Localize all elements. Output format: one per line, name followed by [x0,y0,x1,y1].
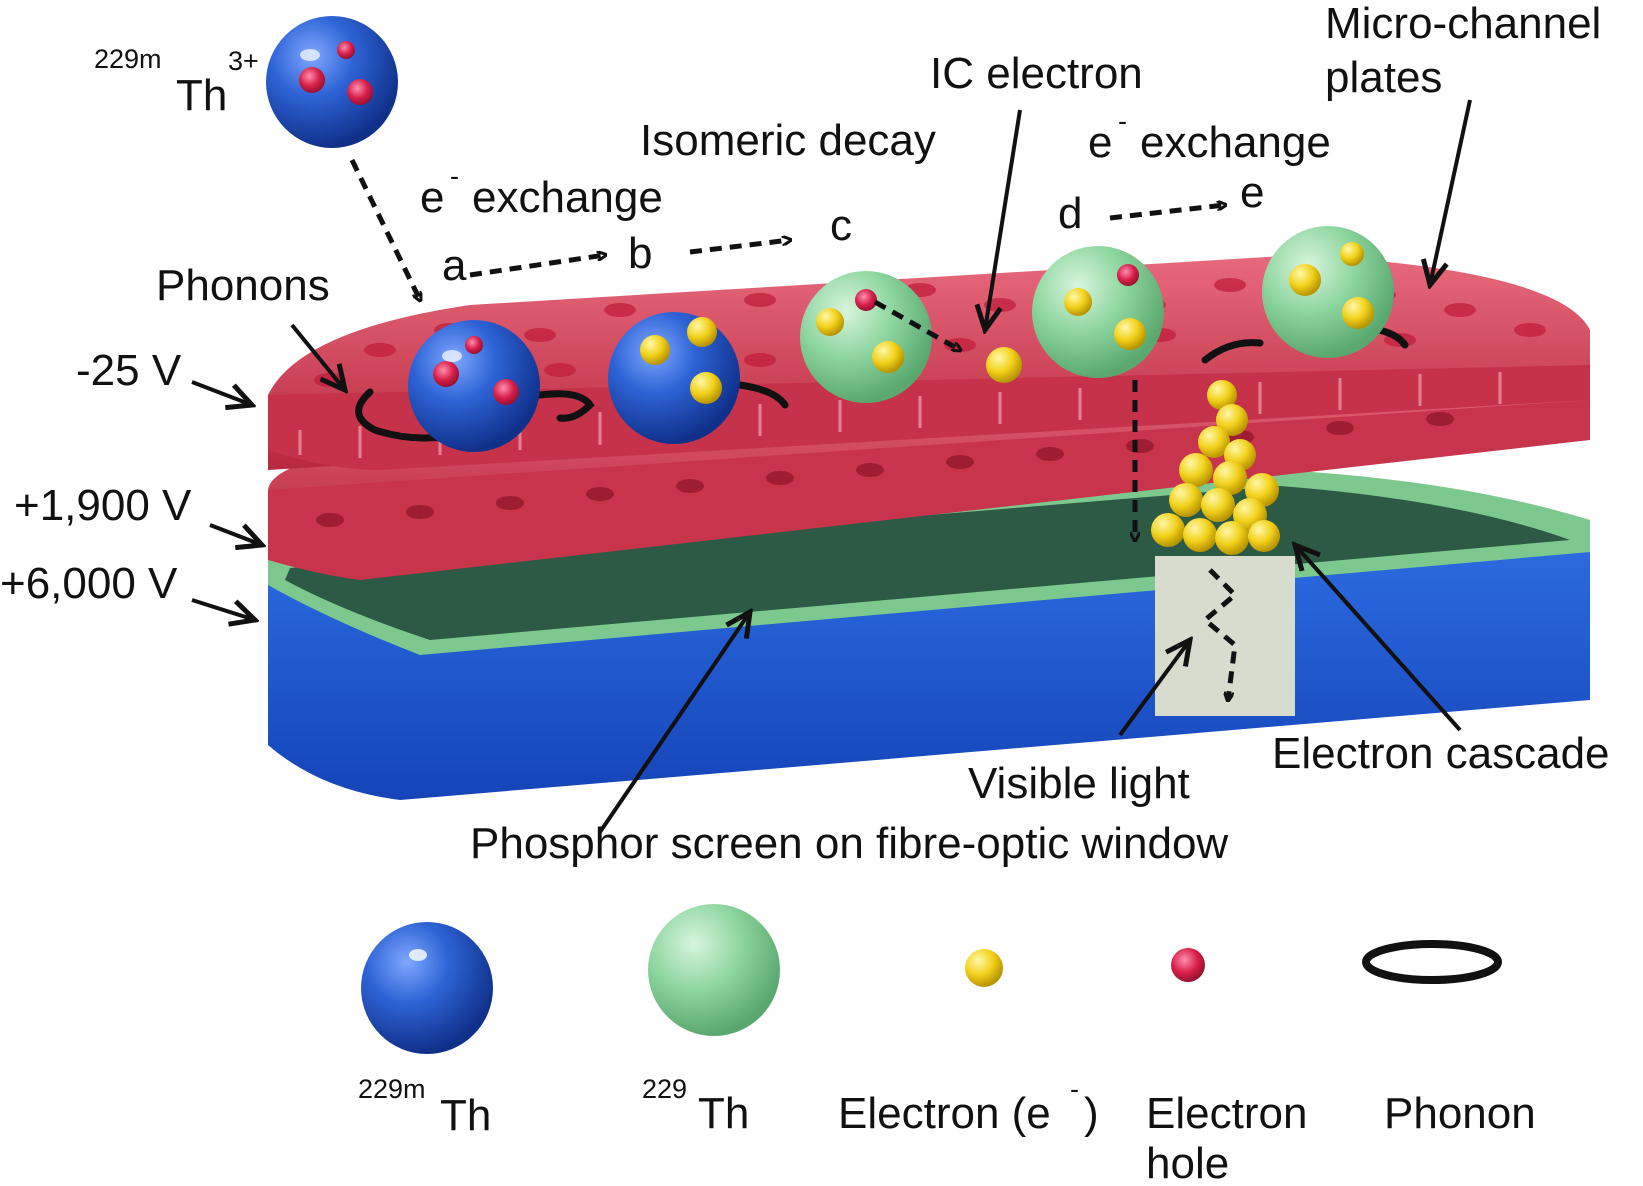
arrow-decay-to-ic [873,299,960,350]
mcp-upper-plate [268,255,1590,470]
legend-electron-close: ) [1084,1089,1099,1138]
legend-electron-sphere [965,949,1003,987]
arrow-d-to-e [1109,205,1225,221]
arrow-a-to-b [469,255,605,278]
atom-e [1262,226,1394,358]
e-exchange-2-symbol: e [1088,118,1112,167]
legend-th229-mass: 229 [642,1074,687,1104]
step-c-label: c [830,201,852,250]
e-exchange-2-sup: - [1118,106,1127,136]
legend-electron-sup: - [1070,1074,1079,1104]
legend-th229m-mass: 229m [358,1074,426,1104]
atom-a [408,320,540,452]
step-e-label: e [1240,168,1264,217]
phonons-label: Phonons [156,261,330,310]
arrow-light-zigzag [1201,568,1239,700]
visible-light-label: Visible light [968,759,1190,808]
ic-electron-label: IC electron [930,49,1143,98]
voltage-top-label: -25 V [76,346,182,395]
step-d-label: d [1058,189,1082,238]
legend-hole-line2: hole [1146,1139,1229,1181]
isomeric-decay-label: Isomeric decay [640,116,936,165]
micro-channel-label-line1: Micro-channel [1325,0,1601,48]
ion-mass-label: 229m [94,44,162,74]
e-exchange-1-word: exchange [472,173,663,222]
phonon-ring-3 [736,381,789,409]
micro-channel-label-line2: plates [1325,53,1442,102]
voltage-mid-label: +1,900 V [14,481,192,530]
legend: 229m Th 229 Th Electron (e - ) Electron … [358,904,1536,1186]
e-exchange-2-word: exchange [1140,118,1331,167]
ion-charge-label: 3+ [228,46,259,76]
step-a-label: a [442,241,467,290]
electron-cascade-label: Electron cascade [1272,729,1610,778]
ic-electron [986,347,1022,383]
electron-cascade [1151,380,1280,555]
process-arrows [349,158,1239,700]
legend-th229m-sphere [361,922,493,1054]
legend-hole-line1: Electron [1146,1089,1307,1138]
legend-electron-text: Electron (e [838,1089,1051,1138]
step-b-label: b [628,229,652,278]
arrow-b-to-c [689,240,790,255]
phosphor-screen-label: Phosphor screen on fibre-optic window [470,819,1228,868]
th229m-ion-incoming [266,16,398,148]
legend-phonon-label: Phonon [1384,1089,1536,1138]
e-exchange-1-symbol: e [420,173,444,222]
phonon-ring-2 [536,390,595,422]
pointer-arrows [191,99,1472,834]
arrow-ion-to-a [349,158,420,300]
legend-th229-symbol: Th [698,1089,749,1138]
legend-th229m-symbol: Th [440,1091,491,1140]
voltage-bottom-label: +6,000 V [0,559,178,608]
legend-th229-sphere [648,904,780,1036]
legend-hole-sphere [1171,948,1205,982]
atom-d [1032,246,1164,378]
atom-c [800,271,932,403]
atom-b [608,312,740,444]
phonon-ring-4 [1201,339,1264,364]
e-exchange-1-sup: - [450,161,459,191]
ion-symbol-label: Th [176,71,227,120]
legend-phonon-ring [1362,940,1502,984]
